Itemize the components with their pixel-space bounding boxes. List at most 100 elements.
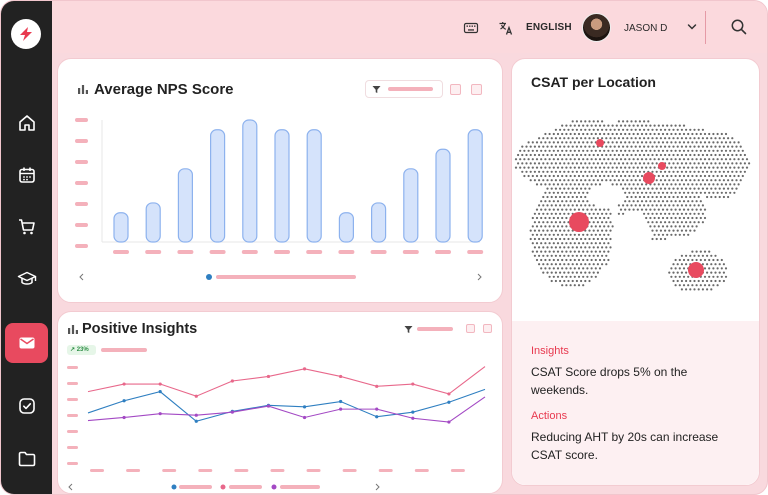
map-dot xyxy=(527,141,530,144)
scroll-left-icon[interactable] xyxy=(79,273,84,281)
nps-bar[interactable] xyxy=(274,129,290,243)
map-dot xyxy=(561,191,564,194)
insights-series-line[interactable] xyxy=(87,396,486,423)
insights-data-point[interactable] xyxy=(302,367,307,371)
nps-bar[interactable] xyxy=(306,129,322,243)
map-dot xyxy=(550,263,553,266)
sidebar-item-cart[interactable] xyxy=(5,207,48,247)
insights-series-line[interactable] xyxy=(87,366,486,397)
nps-bar[interactable] xyxy=(371,202,387,243)
map-dot xyxy=(548,191,551,194)
insights-data-point[interactable] xyxy=(302,405,307,409)
map-dot xyxy=(674,225,677,228)
map-dot xyxy=(697,162,700,165)
map-dot xyxy=(529,179,532,182)
nps-bar[interactable] xyxy=(113,212,129,243)
app-logo[interactable] xyxy=(11,19,41,49)
nps-bar[interactable] xyxy=(403,168,419,243)
language-selector[interactable]: ENGLISH xyxy=(526,22,572,33)
insights-data-point[interactable] xyxy=(266,404,271,408)
map-dot xyxy=(632,200,635,203)
nps-filter-dropdown[interactable] xyxy=(365,80,443,98)
keyboard-icon[interactable] xyxy=(463,20,479,36)
translate-icon[interactable] xyxy=(498,20,514,36)
map-dot xyxy=(680,221,683,224)
map-dot xyxy=(607,158,610,161)
user-name[interactable]: JASON D xyxy=(624,23,668,34)
scroll-dot[interactable] xyxy=(206,274,212,280)
insights-data-point[interactable] xyxy=(158,390,162,394)
insights-data-point[interactable] xyxy=(194,413,198,417)
insights-data-point[interactable] xyxy=(411,410,415,414)
insights-data-point[interactable] xyxy=(375,384,379,388)
insights-data-point[interactable] xyxy=(230,410,234,414)
scroll-track[interactable] xyxy=(216,275,356,279)
insights-data-point[interactable] xyxy=(339,374,343,379)
scroll-left-icon[interactable] xyxy=(68,483,73,491)
nps-bar[interactable] xyxy=(145,202,161,243)
sidebar-item-mail[interactable] xyxy=(5,323,48,363)
insights-data-point[interactable] xyxy=(447,420,451,424)
insights-data-point[interactable] xyxy=(375,415,379,419)
insights-data-point[interactable] xyxy=(158,412,162,416)
map-dot xyxy=(634,137,637,140)
insights-data-point[interactable] xyxy=(158,382,162,386)
map-dot xyxy=(666,233,669,236)
sidebar-item-tasks[interactable] xyxy=(5,386,48,426)
map-dot xyxy=(563,263,566,266)
nps-bar[interactable] xyxy=(338,212,354,243)
insights-data-point[interactable] xyxy=(447,400,451,404)
insights-data-point[interactable] xyxy=(375,407,379,411)
map-dot xyxy=(561,242,564,245)
user-avatar[interactable] xyxy=(582,13,611,42)
insights-data-point[interactable] xyxy=(411,382,415,386)
map-dot xyxy=(622,162,625,165)
nps-bar[interactable] xyxy=(467,129,483,243)
map-dot xyxy=(571,137,574,140)
insights-data-point[interactable] xyxy=(447,392,451,396)
search-icon[interactable] xyxy=(730,18,748,36)
map-dot xyxy=(668,221,671,224)
map-dot xyxy=(535,149,539,152)
map-dot xyxy=(588,271,591,274)
filter-icon[interactable] xyxy=(404,325,413,334)
nps-option-box[interactable] xyxy=(450,84,461,95)
location-marker[interactable] xyxy=(569,212,589,232)
sidebar-item-learning[interactable] xyxy=(5,259,48,299)
insights-data-point[interactable] xyxy=(411,416,415,420)
insights-data-point[interactable] xyxy=(194,394,198,398)
map-dot xyxy=(699,141,702,144)
insights-data-point[interactable] xyxy=(122,399,126,403)
insights-data-point[interactable] xyxy=(122,382,126,386)
location-marker[interactable] xyxy=(658,162,666,170)
map-dot xyxy=(659,212,662,215)
nps-bar[interactable] xyxy=(242,119,258,243)
insights-series-line[interactable] xyxy=(87,388,486,422)
insights-option-box[interactable] xyxy=(466,324,475,333)
nps-bar[interactable] xyxy=(435,148,451,243)
scroll-right-icon[interactable] xyxy=(477,273,482,281)
map-dot xyxy=(695,258,698,262)
insights-data-point[interactable] xyxy=(194,419,198,423)
nps-bar[interactable] xyxy=(210,129,226,243)
insights-option-box[interactable] xyxy=(483,324,492,333)
insights-data-point[interactable] xyxy=(266,374,271,379)
location-marker[interactable] xyxy=(643,172,655,184)
sidebar-item-calendar[interactable] xyxy=(5,155,48,195)
nps-bar[interactable] xyxy=(177,168,194,243)
location-marker[interactable] xyxy=(688,262,704,278)
insights-data-point[interactable] xyxy=(339,399,343,404)
insights-data-point[interactable] xyxy=(302,415,307,420)
nps-option-box[interactable] xyxy=(471,84,482,95)
scroll-right-icon[interactable] xyxy=(375,483,380,491)
insights-data-point[interactable] xyxy=(339,407,343,411)
map-dot xyxy=(718,187,721,190)
chevron-down-icon[interactable] xyxy=(686,21,698,33)
insights-data-point[interactable] xyxy=(230,379,234,383)
legend-dot xyxy=(271,484,277,490)
map-dot xyxy=(548,149,551,152)
location-marker[interactable] xyxy=(596,139,604,147)
insights-data-point[interactable] xyxy=(122,415,126,420)
sidebar-item-home[interactable] xyxy=(5,103,48,143)
sidebar-item-files[interactable] xyxy=(5,439,48,479)
